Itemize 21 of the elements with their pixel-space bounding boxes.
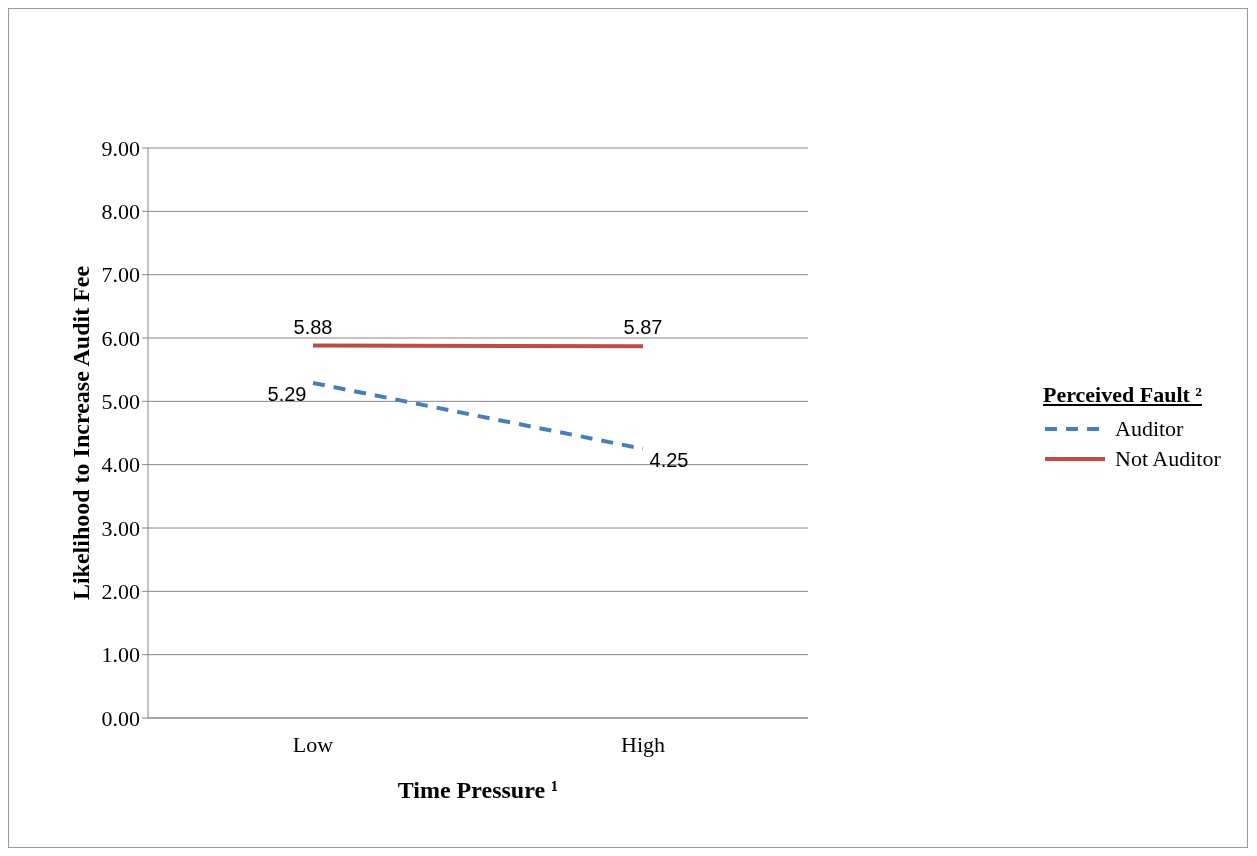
y-tick-label: 9.00	[101, 135, 140, 161]
x-tick-label: High	[621, 731, 665, 757]
y-tick-label: 6.00	[101, 325, 140, 351]
y-tick-label: 5.00	[101, 389, 140, 415]
data-label: 4.25	[649, 448, 689, 471]
data-label: 5.29	[267, 382, 307, 405]
y-tick-label: 2.00	[101, 579, 140, 605]
data-label: 5.88	[293, 315, 333, 338]
y-tick-label: 1.00	[101, 642, 140, 668]
y-tick-label: 4.00	[101, 452, 140, 478]
data-label: 5.87	[623, 316, 663, 339]
y-tick-label: 3.00	[101, 515, 140, 541]
x-tick-label: Low	[292, 731, 334, 757]
x-axis-title: Time Pressure ¹	[397, 777, 559, 803]
legend-title: Perceived Fault ²	[1043, 382, 1203, 408]
y-tick-label: 8.00	[101, 199, 140, 225]
y-tick-label: 7.00	[101, 262, 140, 288]
y-tick-label: 0.00	[101, 705, 140, 731]
legend-label: Not Auditor	[1115, 446, 1221, 472]
y-axis-title: Likelihood to Increase Audit Fee	[67, 265, 94, 601]
legend-label: Auditor	[1115, 416, 1184, 442]
